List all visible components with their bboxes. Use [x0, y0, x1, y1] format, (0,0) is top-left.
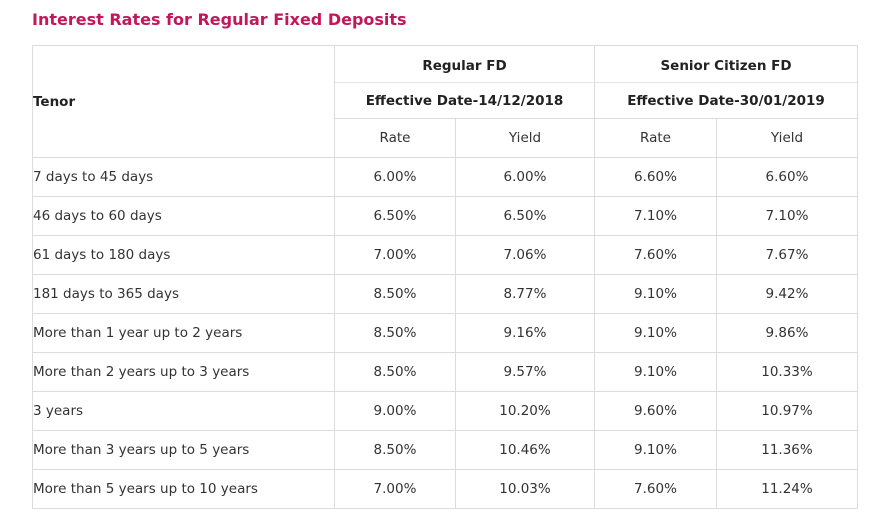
tenor-cell: 3 years — [32, 391, 335, 431]
table-row: More than 5 years up to 10 years 7.00% 1… — [32, 469, 858, 509]
senior-yield-cell: 10.97% — [716, 391, 858, 431]
regular-yield-cell: 10.03% — [455, 469, 595, 509]
senior-yield-cell: 9.86% — [716, 313, 858, 353]
tenor-cell: More than 1 year up to 2 years — [32, 313, 335, 353]
tenor-cell: More than 3 years up to 5 years — [32, 430, 335, 470]
regular-fd-header: Regular FD Effective Date-14/12/2018 — [334, 45, 595, 119]
regular-rate-header: Rate — [334, 118, 456, 158]
senior-yield-cell: 6.60% — [716, 157, 858, 197]
regular-fd-effective-date: Effective Date-14/12/2018 — [365, 93, 564, 109]
tenor-cell: More than 5 years up to 10 years — [32, 469, 335, 509]
senior-yield-cell: 11.24% — [716, 469, 858, 509]
interest-rate-table: Tenor Regular FD Effective Date-14/12/20… — [32, 45, 858, 509]
senior-rate-cell: 9.10% — [594, 313, 717, 353]
regular-rate-cell: 6.50% — [334, 196, 456, 236]
regular-yield-cell: 6.50% — [455, 196, 595, 236]
table-row: 181 days to 365 days 8.50% 8.77% 9.10% 9… — [32, 274, 858, 314]
regular-rate-cell: 7.00% — [334, 469, 456, 509]
senior-citizen-fd-header: Senior Citizen FD Effective Date-30/01/2… — [594, 45, 858, 119]
senior-citizen-fd-title: Senior Citizen FD — [595, 46, 857, 83]
table-row: 46 days to 60 days 6.50% 6.50% 7.10% 7.1… — [32, 196, 858, 236]
regular-yield-cell: 9.57% — [455, 352, 595, 392]
regular-rate-cell: 9.00% — [334, 391, 456, 431]
regular-yield-cell: 9.16% — [455, 313, 595, 353]
regular-yield-cell: 10.46% — [455, 430, 595, 470]
table-row: 61 days to 180 days 7.00% 7.06% 7.60% 7.… — [32, 235, 858, 275]
tenor-cell: 7 days to 45 days — [32, 157, 335, 197]
senior-rate-cell: 9.10% — [594, 352, 717, 392]
senior-rate-cell: 7.60% — [594, 235, 717, 275]
senior-rate-cell: 9.10% — [594, 430, 717, 470]
regular-rate-cell: 8.50% — [334, 430, 456, 470]
header-row-groups: Tenor Regular FD Effective Date-14/12/20… — [32, 45, 858, 158]
table-row: More than 1 year up to 2 years 8.50% 9.1… — [32, 313, 858, 353]
senior-yield-cell: 7.67% — [716, 235, 858, 275]
table-row: 7 days to 45 days 6.00% 6.00% 6.60% 6.60… — [32, 157, 858, 197]
senior-yield-cell: 10.33% — [716, 352, 858, 392]
regular-yield-cell: 7.06% — [455, 235, 595, 275]
regular-rate-cell: 8.50% — [334, 352, 456, 392]
regular-rate-cell: 7.00% — [334, 235, 456, 275]
table-row: More than 2 years up to 3 years 8.50% 9.… — [32, 352, 858, 392]
senior-yield-cell: 11.36% — [716, 430, 858, 470]
senior-rate-cell: 7.10% — [594, 196, 717, 236]
senior-rate-cell: 9.60% — [594, 391, 717, 431]
regular-fd-title: Regular FD — [335, 46, 594, 83]
tenor-cell: 46 days to 60 days — [32, 196, 335, 236]
senior-yield-cell: 7.10% — [716, 196, 858, 236]
tenor-header: Tenor — [32, 45, 335, 158]
senior-rate-header: Rate — [594, 118, 717, 158]
regular-yield-cell: 8.77% — [455, 274, 595, 314]
senior-rate-cell: 6.60% — [594, 157, 717, 197]
regular-yield-cell: 10.20% — [455, 391, 595, 431]
table-row: 3 years 9.00% 10.20% 9.60% 10.97% — [32, 391, 858, 431]
senior-citizen-fd-effective-date: Effective Date-30/01/2019 — [627, 93, 825, 109]
tenor-cell: 61 days to 180 days — [32, 235, 335, 275]
regular-rate-cell: 8.50% — [334, 274, 456, 314]
regular-rate-cell: 6.00% — [334, 157, 456, 197]
senior-rate-cell: 9.10% — [594, 274, 717, 314]
header-row-subheaders: Rate Yield Rate Yield — [33, 118, 858, 158]
regular-yield-cell: 6.00% — [455, 157, 595, 197]
senior-yield-header: Yield — [716, 118, 858, 158]
regular-rate-cell: 8.50% — [334, 313, 456, 353]
tenor-cell: 181 days to 365 days — [32, 274, 335, 314]
senior-yield-cell: 9.42% — [716, 274, 858, 314]
regular-yield-header: Yield — [455, 118, 595, 158]
senior-rate-cell: 7.60% — [594, 469, 717, 509]
page-title: Interest Rates for Regular Fixed Deposit… — [32, 10, 407, 29]
tenor-cell: More than 2 years up to 3 years — [32, 352, 335, 392]
table-row: More than 3 years up to 5 years 8.50% 10… — [32, 430, 858, 470]
